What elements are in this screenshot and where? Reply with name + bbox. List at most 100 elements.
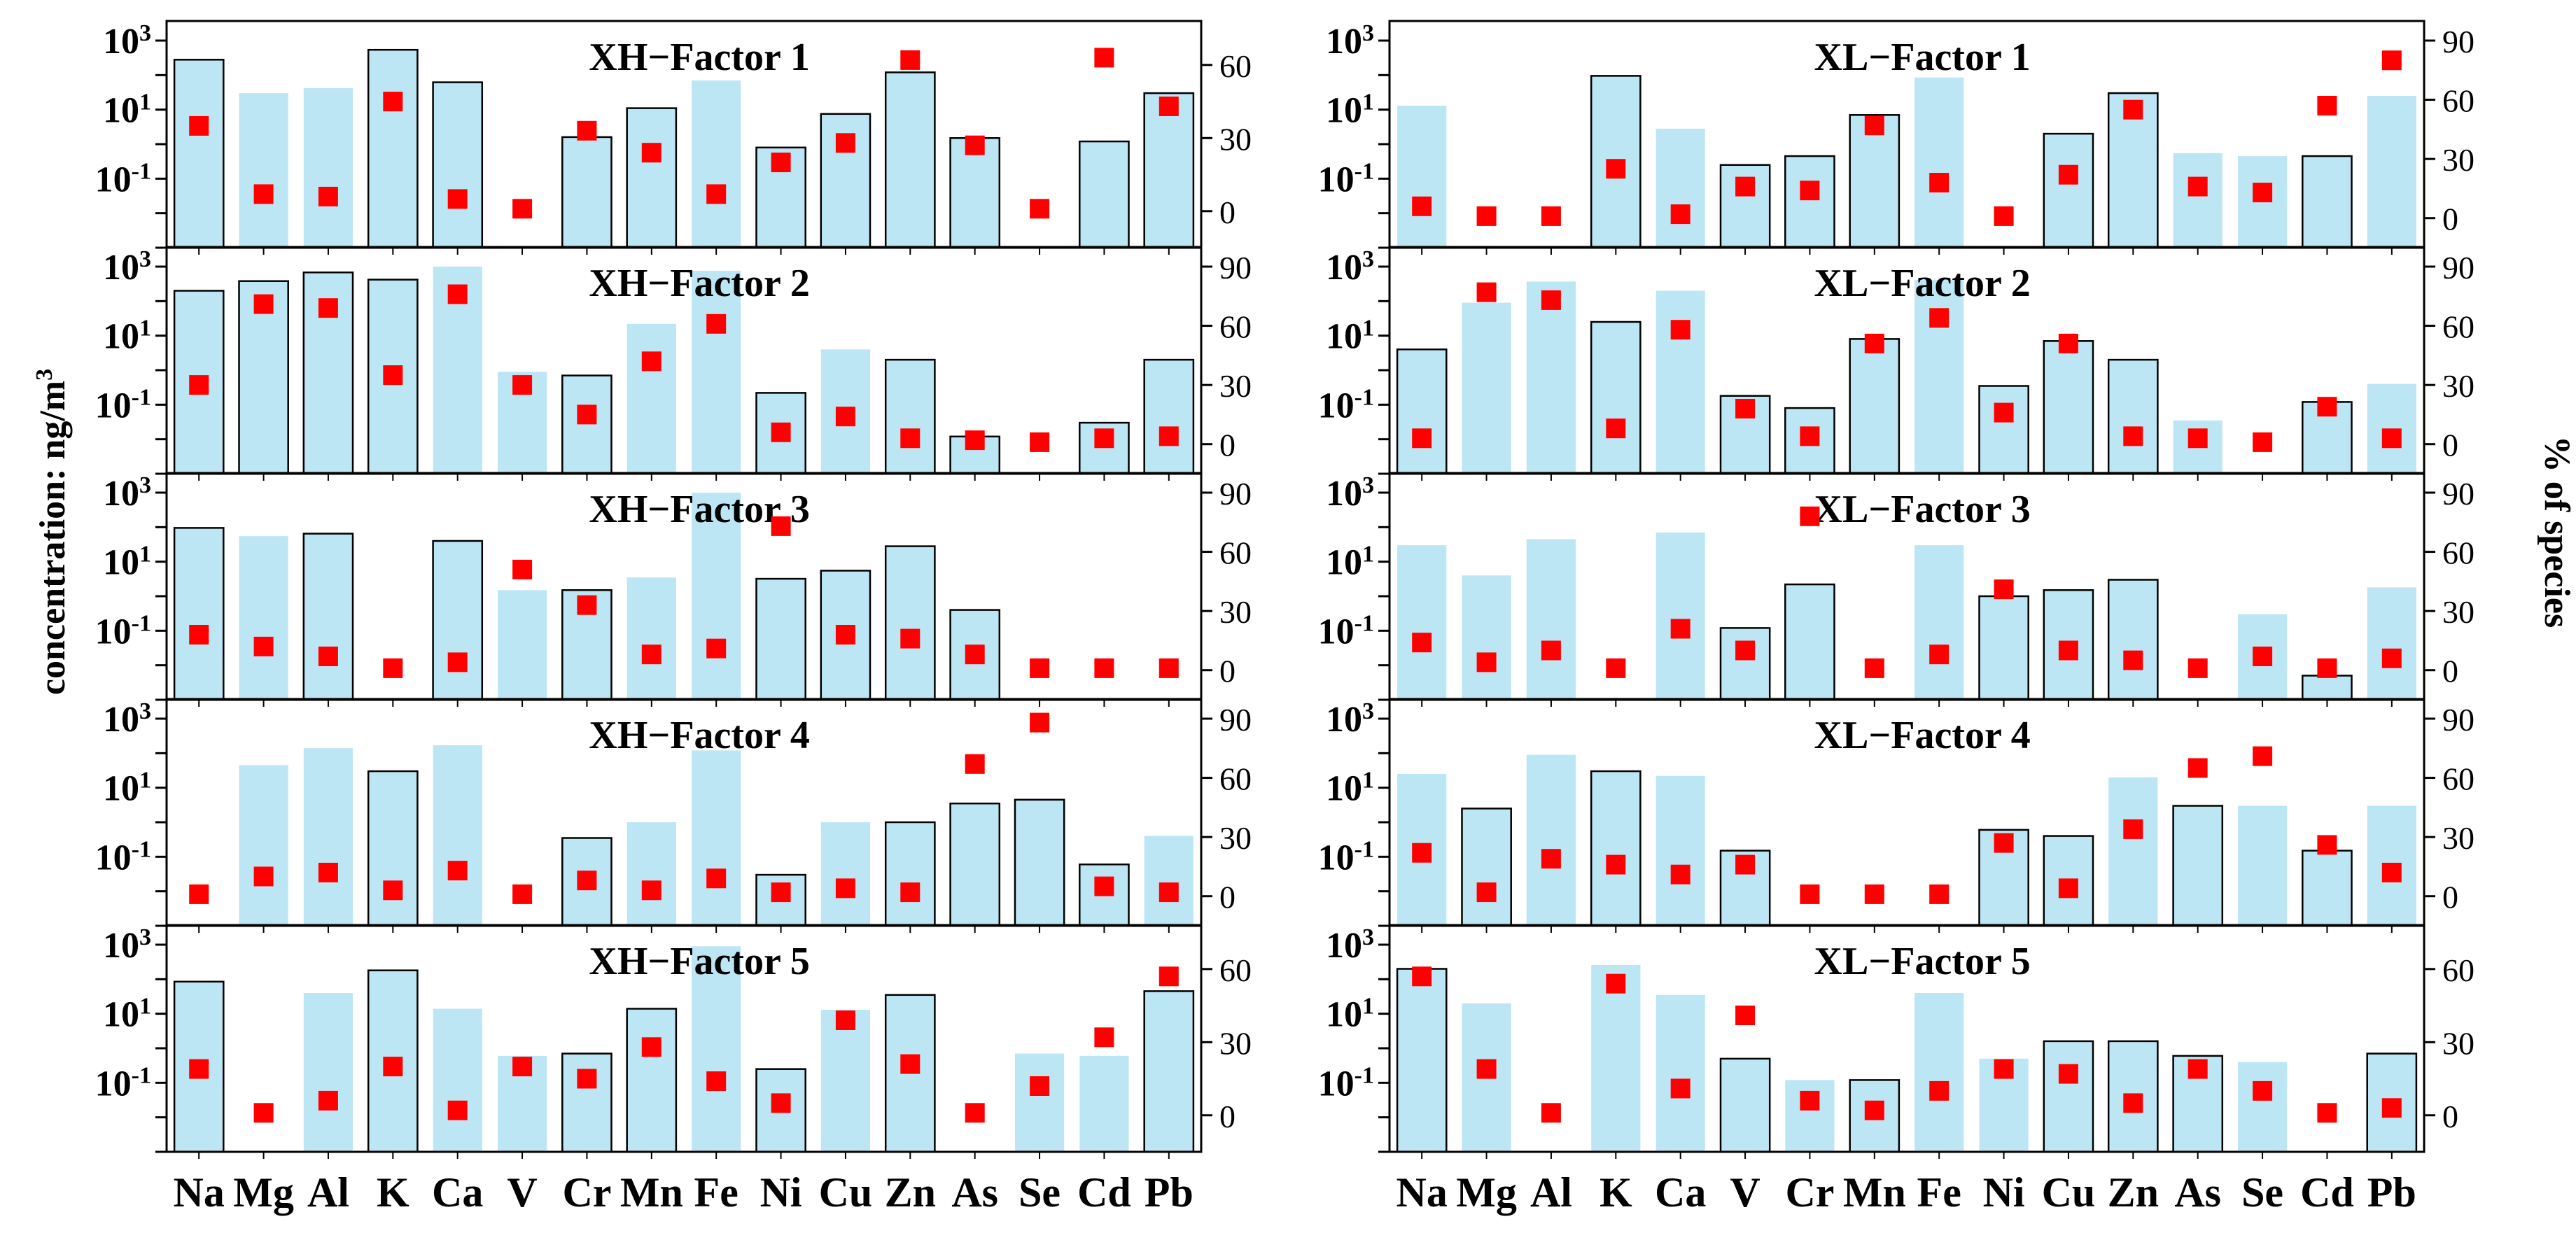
marker-XL-F1-Se [2253, 183, 2273, 203]
marker-XL-F4-Cr [1800, 884, 1820, 904]
marker-XL-F4-V [1735, 854, 1756, 875]
marker-XL-F5-Cu [2058, 1064, 2078, 1084]
marker-XL-F2-Fe [1929, 308, 1949, 328]
marker-XH-F2-Se [1030, 432, 1050, 452]
bar-XL-F2-Zn [2107, 358, 2159, 475]
bar-XL-F2-Ni [1978, 385, 2029, 475]
bar-XH-F2-Cr [561, 374, 612, 475]
bar-XH-F2-Al [302, 272, 354, 475]
x-label-Fe: Fe [694, 1169, 738, 1216]
marker-XH-F2-Cd [1094, 428, 1114, 449]
panel-title: XH−Factor 5 [589, 940, 809, 983]
panel-frame [165, 924, 1203, 1153]
bar-XH-F3-Na [173, 527, 225, 701]
marker-XL-F5-Cr [1800, 1090, 1820, 1111]
bar-XL-F3-Mg [1462, 575, 1511, 700]
bar-XL-F3-Fe [1914, 545, 1964, 700]
marker-XH-F5-Cr [577, 1069, 597, 1089]
bar-XH-F4-Mg [239, 765, 288, 926]
marker-XH-F4-Cr [577, 871, 597, 891]
marker-XH-F1-Se [1030, 199, 1050, 219]
bar-XH-F4-Ca [433, 745, 482, 926]
marker-XH-F5-Mn [641, 1037, 662, 1057]
bar-XH-F4-Se [1014, 798, 1065, 927]
marker-XH-F5-Pb [1158, 966, 1179, 987]
marker-XH-F2-Mn [641, 351, 662, 372]
bar-XH-F1-Cd [1079, 140, 1130, 249]
x-label-Na: Na [1396, 1169, 1448, 1216]
marker-XH-F4-Na [189, 884, 209, 904]
right-tick-label: 30 [2442, 594, 2474, 630]
x-label-Cr: Cr [1785, 1169, 1834, 1216]
bar-XH-F1-Al [303, 87, 353, 248]
left-tick-label: 101 [103, 89, 151, 131]
x-label-Mn: Mn [620, 1169, 683, 1216]
marker-XH-F2-Ca [447, 284, 468, 304]
bar-XL-F4-Cd [2302, 850, 2353, 927]
marker-XL-F2-Zn [2123, 426, 2143, 446]
marker-XH-F5-Fe [706, 1071, 727, 1091]
marker-XL-F5-Cd [2317, 1103, 2337, 1123]
bar-XL-F1-Mn [1849, 114, 1900, 249]
marker-XL-F1-Cu [2058, 164, 2078, 185]
marker-XL-F5-Fe [1929, 1080, 1949, 1101]
marker-XH-F1-Pb [1158, 97, 1179, 116]
marker-XL-F2-Al [1541, 290, 1561, 310]
marker-XH-F1-V [512, 199, 533, 219]
x-label-Cd: Cd [1077, 1169, 1131, 1216]
panel-XL-F1: 103 101 10-1 0 30 60 90 XL−Factor 1 [1318, 20, 2474, 255]
marker-XH-F2-V [512, 375, 533, 395]
x-label-V: V [507, 1169, 537, 1216]
bar-XH-F3-Mn [626, 577, 676, 700]
marker-XH-F3-Pb [1158, 658, 1179, 678]
marker-XH-F4-Ca [447, 861, 468, 881]
bar-XL-F1-Pb [2367, 96, 2416, 248]
marker-XL-F2-K [1606, 418, 1626, 439]
marker-XL-F2-Cr [1800, 426, 1820, 446]
marker-XL-F2-Se [2253, 432, 2273, 452]
right-tick-label: 0 [1219, 654, 1236, 689]
bar-XL-F1-Cd [2302, 155, 2353, 249]
bar-XH-F1-Ca [432, 81, 484, 249]
marker-XL-F4-As [2188, 758, 2208, 778]
x-label-Al: Al [307, 1169, 349, 1216]
panel-XL-F4: 103 101 10-1 0 30 60 90 XL−Factor 4 [1318, 698, 2474, 933]
marker-XL-F3-K [1606, 658, 1626, 678]
bar-XL-F3-Zn [2107, 579, 2159, 701]
panel-title: XL−Factor 1 [1814, 36, 2031, 79]
bar-XH-F1-Cr [561, 136, 612, 249]
marker-XH-F2-Cu [835, 407, 855, 427]
right-tick-label: 60 [1219, 952, 1252, 988]
marker-XH-F3-Cd [1094, 658, 1114, 678]
marker-XL-F5-Al [1541, 1103, 1561, 1123]
left-tick-label: 10-1 [95, 836, 151, 878]
bar-XL-F3-Cr [1784, 583, 1835, 701]
bar-XL-F2-Ca [1656, 290, 1705, 474]
bar-XH-F1-Mn [626, 107, 678, 249]
bar-XL-F5-V [1719, 1057, 1771, 1153]
left-tick-label: 10-1 [95, 610, 151, 652]
marker-XL-F5-Se [2253, 1080, 2273, 1101]
marker-XH-F3-Mn [641, 644, 662, 665]
marker-XH-F4-Fe [706, 868, 727, 889]
bar-XL-F5-Cu [2043, 1040, 2094, 1153]
marker-XH-F2-K [383, 365, 403, 385]
marker-XH-F5-Ni [771, 1093, 791, 1113]
x-label-Al: Al [1530, 1169, 1572, 1216]
marker-XH-F1-Ca [447, 189, 468, 209]
bar-XL-F4-Cu [2043, 835, 2094, 927]
marker-XH-F1-Mn [641, 143, 662, 163]
right-tick-label: 0 [2442, 654, 2458, 689]
marker-XH-F5-V [512, 1057, 533, 1077]
bar-XH-F4-As [949, 802, 1001, 927]
x-label-Cu: Cu [819, 1169, 873, 1216]
marker-XH-F5-Zn [900, 1054, 920, 1074]
marker-XH-F1-Mg [253, 184, 274, 204]
bar-XL-F2-K [1590, 320, 1642, 475]
x-label-As: As [2174, 1169, 2221, 1216]
marker-XH-F4-Mn [641, 880, 662, 901]
marker-XH-F5-Cu [835, 1010, 855, 1030]
marker-XL-F4-Fe [1929, 884, 1949, 904]
left-tick-label: 10-1 [95, 384, 151, 426]
x-label-K: K [377, 1169, 410, 1216]
